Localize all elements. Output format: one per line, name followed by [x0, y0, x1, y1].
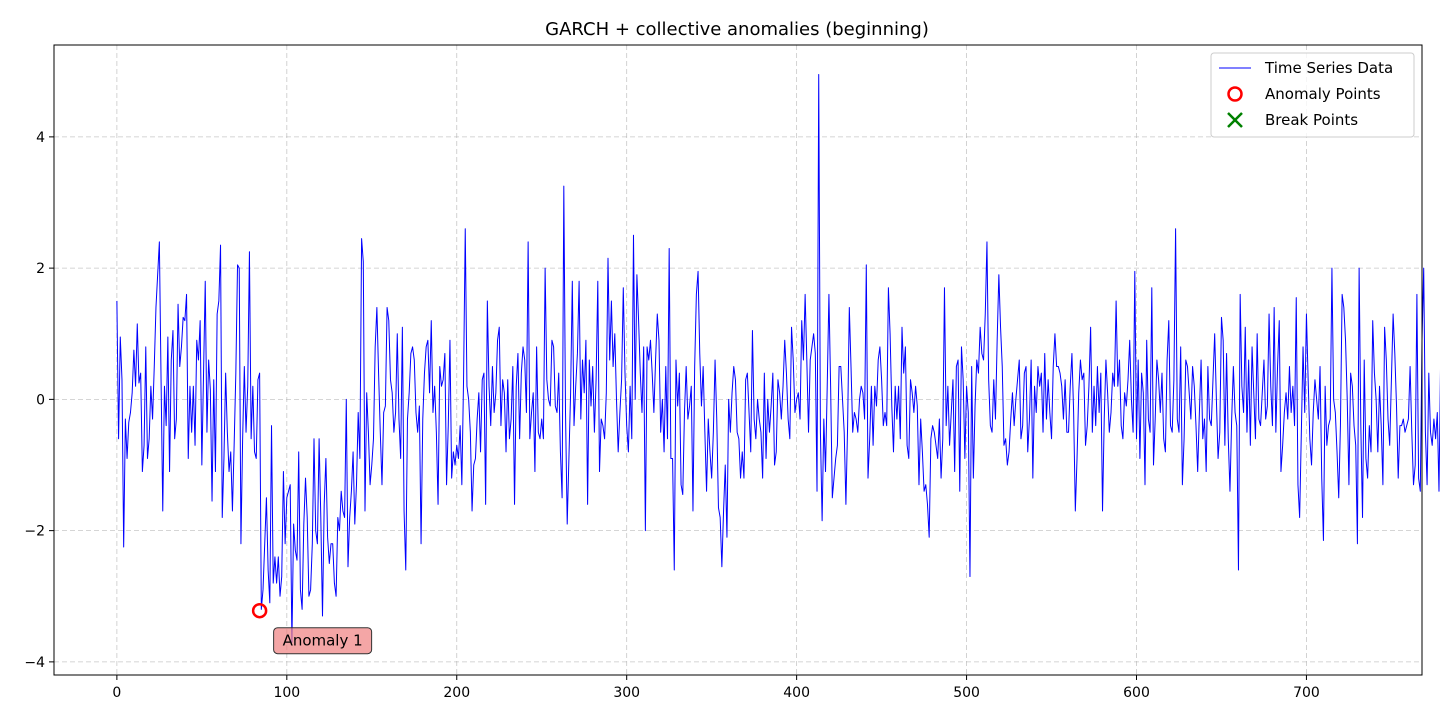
series-layer [116, 74, 1440, 643]
legend-x-marker [1227, 112, 1243, 128]
legend-item: Break Points [1227, 111, 1358, 129]
x-tick-label: 700 [1293, 685, 1320, 701]
annotation-box [273, 627, 373, 655]
anomaly-annotation: Anomaly 1 [273, 627, 373, 655]
x-tick-label: 600 [1123, 685, 1150, 701]
legend: Time Series Data Anomaly Points Break Poin… [1210, 52, 1415, 138]
y-tick-label: 0 [36, 392, 45, 408]
legend-item: Time Series Data [1219, 59, 1393, 77]
y-tick-label: 4 [36, 130, 45, 146]
y-axis-ticks: −4 −2 0 2 4 [24, 130, 54, 671]
y-tick-label: −4 [24, 655, 45, 671]
anomaly-layer: Anomaly 1 [251, 602, 373, 655]
anomaly-point [251, 602, 268, 619]
y-tick-label: 2 [36, 261, 45, 277]
x-tick-label: 300 [613, 685, 640, 701]
legend-circle-marker [1227, 86, 1243, 102]
chart-title: GARCH + collective anomalies (beginning) [545, 19, 929, 40]
grid-lines [54, 45, 1422, 675]
legend-label: Time Series Data [1264, 59, 1393, 77]
x-tick-label: 0 [112, 685, 121, 701]
legend-label: Anomaly Points [1265, 85, 1381, 103]
series-line-time-series-data [116, 74, 1440, 643]
plot-frame [53, 44, 1423, 676]
y-tick-label: −2 [24, 524, 45, 540]
legend-item: Anomaly Points [1227, 85, 1381, 103]
legend-box [1210, 52, 1415, 138]
x-tick-label: 400 [783, 685, 810, 701]
x-axis-ticks: 0 100 200 300 400 500 600 700 [112, 675, 1320, 701]
legend-label: Break Points [1265, 111, 1358, 129]
x-tick-label: 500 [953, 685, 980, 701]
x-tick-label: 100 [273, 685, 300, 701]
x-tick-label: 200 [443, 685, 470, 701]
annotation-label: Anomaly 1 [283, 632, 363, 650]
